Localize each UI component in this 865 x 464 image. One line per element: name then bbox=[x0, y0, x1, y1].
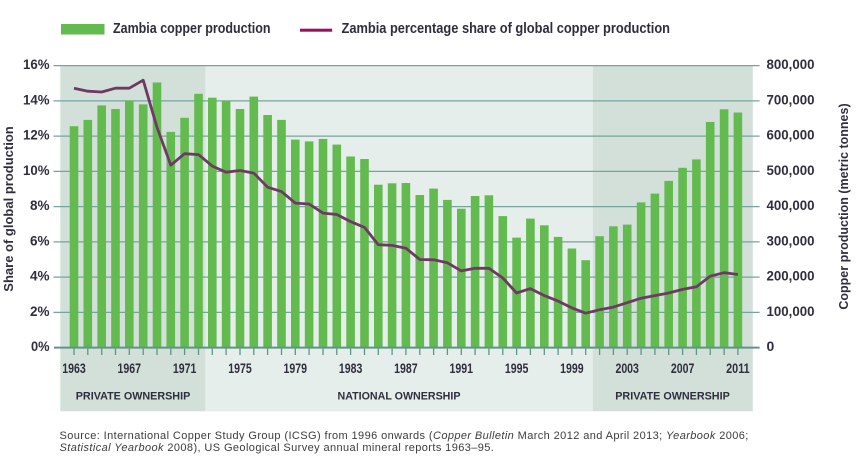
svg-text:Zambia percentage share of glo: Zambia percentage share of global copper… bbox=[342, 20, 671, 37]
svg-text:PRIVATE OWNERSHIP: PRIVATE OWNERSHIP bbox=[615, 390, 730, 402]
svg-text:1971: 1971 bbox=[173, 360, 197, 376]
svg-text:Copper production (metric tonn: Copper production (metric tonnes) bbox=[837, 103, 851, 309]
svg-text:10%: 10% bbox=[23, 162, 50, 178]
svg-text:300,000: 300,000 bbox=[767, 233, 815, 249]
svg-text:1979: 1979 bbox=[284, 360, 308, 376]
svg-text:1975: 1975 bbox=[228, 360, 252, 376]
svg-text:500,000: 500,000 bbox=[767, 162, 815, 178]
svg-text:12%: 12% bbox=[23, 127, 50, 143]
svg-text:100,000: 100,000 bbox=[767, 303, 815, 319]
svg-text:1963: 1963 bbox=[62, 360, 86, 376]
svg-text:0%: 0% bbox=[31, 338, 50, 354]
svg-text:1991: 1991 bbox=[450, 360, 474, 376]
svg-text:Share of global production: Share of global production bbox=[1, 126, 16, 291]
svg-text:800,000: 800,000 bbox=[767, 56, 815, 72]
svg-text:400,000: 400,000 bbox=[767, 197, 815, 213]
svg-text:1999: 1999 bbox=[560, 360, 584, 376]
svg-text:4%: 4% bbox=[30, 268, 50, 284]
svg-text:2007: 2007 bbox=[671, 360, 695, 376]
svg-text:1987: 1987 bbox=[394, 360, 418, 376]
svg-text:8%: 8% bbox=[30, 197, 50, 213]
svg-text:14%: 14% bbox=[23, 92, 50, 108]
svg-text:2011: 2011 bbox=[726, 360, 750, 376]
svg-text:1995: 1995 bbox=[505, 360, 529, 376]
svg-text:2%: 2% bbox=[30, 303, 50, 319]
svg-text:1983: 1983 bbox=[339, 360, 363, 376]
svg-text:1967: 1967 bbox=[118, 360, 142, 376]
svg-text:Zambia copper production: Zambia copper production bbox=[113, 20, 271, 37]
svg-text:200,000: 200,000 bbox=[767, 268, 815, 284]
svg-text:PRIVATE OWNERSHIP: PRIVATE OWNERSHIP bbox=[76, 390, 191, 402]
svg-text:16%: 16% bbox=[23, 56, 50, 72]
svg-text:0: 0 bbox=[767, 338, 775, 354]
svg-text:600,000: 600,000 bbox=[767, 127, 815, 143]
svg-text:700,000: 700,000 bbox=[767, 92, 815, 108]
svg-text:6%: 6% bbox=[30, 233, 50, 249]
svg-text:2003: 2003 bbox=[615, 360, 639, 376]
svg-text:NATIONAL OWNERSHIP: NATIONAL OWNERSHIP bbox=[338, 390, 461, 402]
